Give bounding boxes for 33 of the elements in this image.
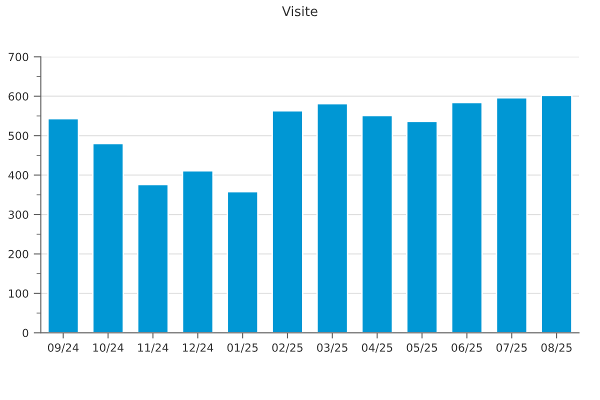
chart-title: Visite: [282, 6, 318, 16]
y-tick-label: 500: [8, 132, 28, 140]
bar: [92, 142, 124, 333]
x-tick-label: 11/24: [138, 343, 168, 353]
bar: [361, 114, 394, 333]
y-tick-label: 300: [8, 210, 28, 219]
bar: [182, 170, 214, 333]
bar: [136, 184, 169, 333]
bar: [316, 103, 348, 333]
x-tick-label: 08/25: [541, 343, 572, 353]
y-tick-label: 100: [9, 289, 28, 298]
y-tick-label: 600: [8, 92, 28, 101]
y-tick-label: 0: [22, 328, 28, 338]
bar: [226, 190, 259, 333]
y-tick-label: 200: [8, 250, 28, 258]
y-tick-label: 400: [8, 171, 28, 180]
x-tick-label: 07/25: [496, 343, 527, 353]
bar: [47, 118, 80, 333]
x-tick-label: 02/25: [272, 343, 303, 353]
x-tick-label: 12/24: [182, 343, 214, 353]
bar: [406, 120, 438, 333]
bar: [496, 97, 528, 333]
x-tick-label: 04/25: [362, 343, 392, 353]
x-tick-label: 05/25: [406, 343, 438, 353]
x-tick-label: 09/24: [48, 343, 79, 353]
x-tick-label: 06/25: [452, 343, 482, 353]
bar: [272, 110, 304, 333]
y-tick-label: 700: [8, 52, 28, 62]
bar: [450, 102, 483, 333]
x-tick-label: 03/25: [317, 343, 348, 353]
x-tick-label: 10/24: [93, 343, 124, 353]
bar: [540, 94, 573, 333]
x-tick-label: 01/25: [227, 343, 258, 353]
